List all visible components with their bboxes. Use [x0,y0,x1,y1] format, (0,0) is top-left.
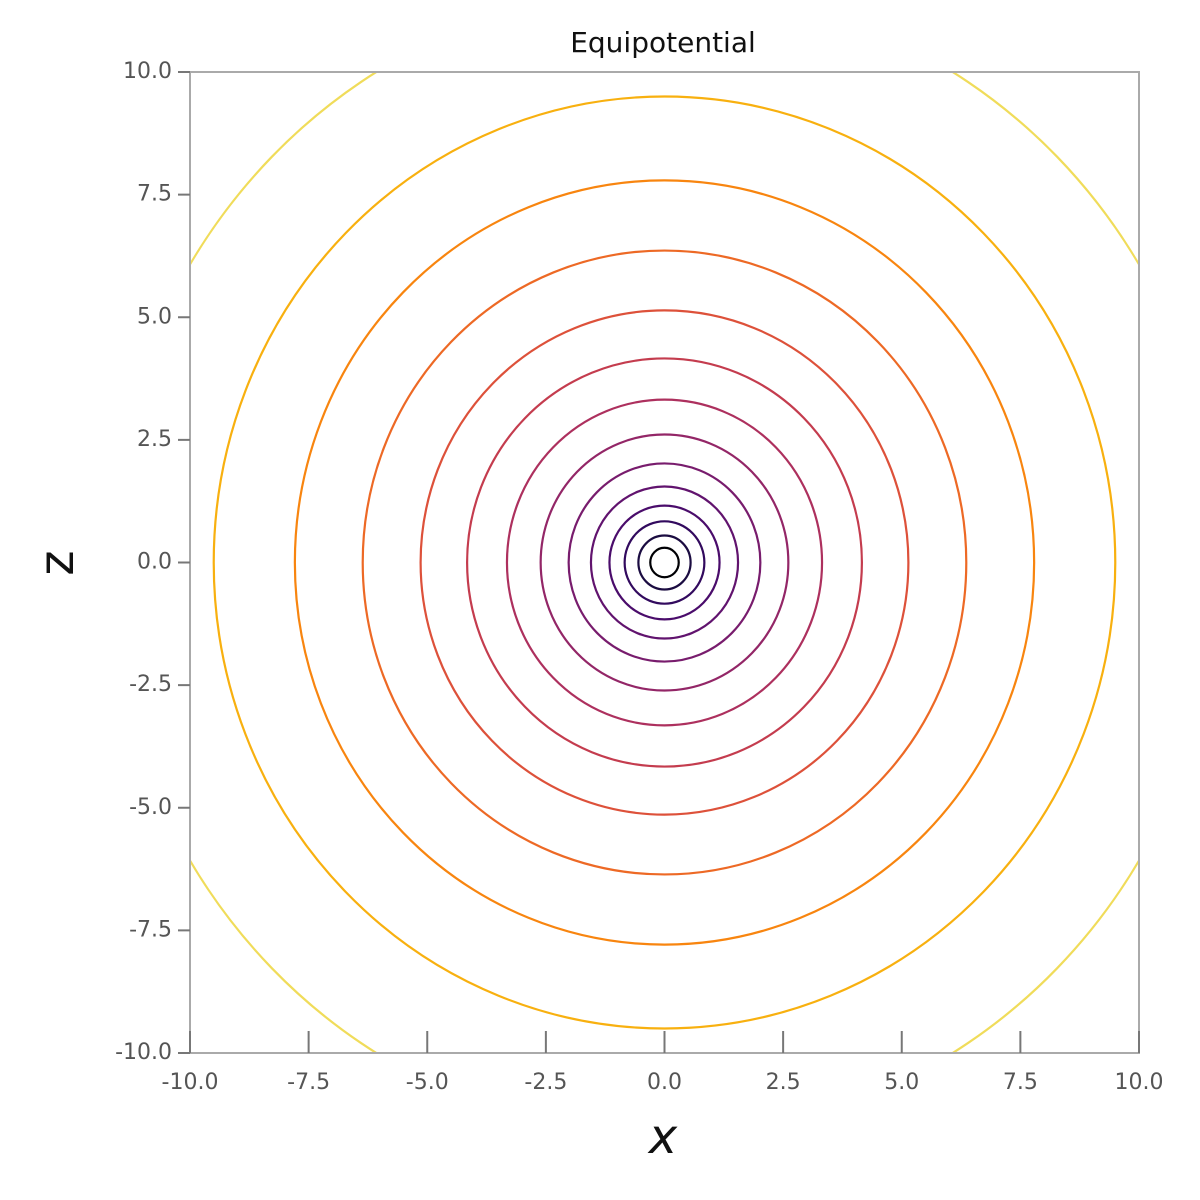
y-axis-label: z [29,550,85,575]
x-tick-label: 7.5 [1003,1070,1038,1095]
y-tick-label: -10.0 [115,1040,172,1065]
x-tick-label: 0.0 [647,1070,682,1095]
contour-line [623,520,706,605]
contour-group [190,72,1139,1053]
y-tick-label: -2.5 [129,672,172,697]
contour-line [567,462,762,663]
y-tick-label: 5.0 [137,304,172,329]
contour-line [589,485,740,640]
x-tick-label: 2.5 [766,1070,801,1095]
contour-line [466,357,863,768]
contour-line [608,504,721,621]
x-tick-label: -7.5 [287,1070,330,1095]
y-tick-label: -7.5 [129,917,172,942]
x-tick-label: -10.0 [162,1070,219,1095]
y-tick-label: 10.0 [123,59,172,84]
contour-line [649,546,680,579]
y-tick-label: -5.0 [129,795,172,820]
chart-title: Equipotential [570,26,756,59]
y-tick-label: 2.5 [137,427,172,452]
contour-line [293,179,1036,946]
contour-line [539,433,790,692]
contour-line [212,95,1117,1030]
contour-line [505,398,824,727]
y-tick-label: 0.0 [137,550,172,575]
contour-line [419,309,910,816]
contour-line [361,249,968,876]
contour-line [637,534,692,591]
y-tick-label: 7.5 [137,182,172,207]
x-tick-label: 10.0 [1115,1070,1164,1095]
x-tick-label: -2.5 [524,1070,567,1095]
plot-frame [189,71,1140,1054]
x-axis-label: x [647,1109,678,1165]
contour-line [190,72,1139,1053]
x-tick-label: -5.0 [406,1070,449,1095]
x-tick-label: 5.0 [884,1070,919,1095]
